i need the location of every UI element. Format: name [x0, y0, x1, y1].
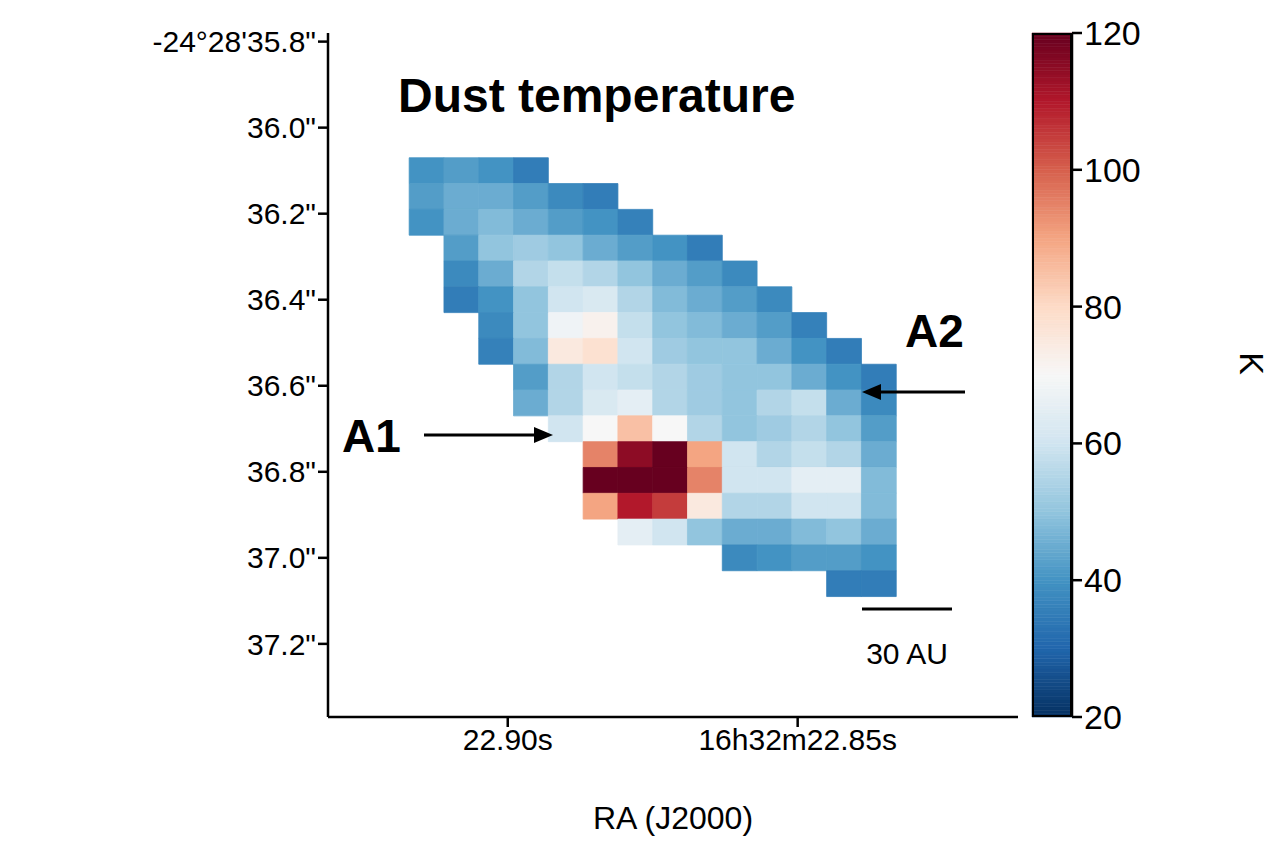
- svg-text:60: 60: [1084, 424, 1122, 462]
- svg-text:RA (J2000): RA (J2000): [593, 800, 753, 836]
- svg-text:K: K: [1233, 352, 1271, 375]
- svg-text:22.90s: 22.90s: [463, 723, 553, 756]
- svg-text:36.4": 36.4": [247, 283, 316, 316]
- svg-text:100: 100: [1084, 151, 1141, 189]
- svg-text:37.2": 37.2": [247, 628, 316, 661]
- svg-text:36.0": 36.0": [247, 111, 316, 144]
- svg-text:20: 20: [1084, 698, 1122, 736]
- html-text:30 AU: 30 AU: [866, 637, 948, 670]
- svg-text:40: 40: [1084, 561, 1122, 599]
- svg-text:80: 80: [1084, 288, 1122, 326]
- svg-text:36.8": 36.8": [247, 455, 316, 488]
- svg-text:16h32m22.85s: 16h32m22.85s: [698, 723, 897, 756]
- html-text:Dust temperature: Dust temperature: [398, 69, 796, 122]
- svg-text:36.6": 36.6": [247, 369, 316, 402]
- html-text:A1: A1: [342, 410, 401, 462]
- html-text:A2: A2: [905, 305, 964, 357]
- svg-text:37.0": 37.0": [247, 541, 316, 574]
- svg-text:-24°28'35.8": -24°28'35.8": [153, 25, 317, 58]
- svg-text:36.2": 36.2": [247, 197, 316, 230]
- svg-text:120: 120: [1084, 14, 1141, 52]
